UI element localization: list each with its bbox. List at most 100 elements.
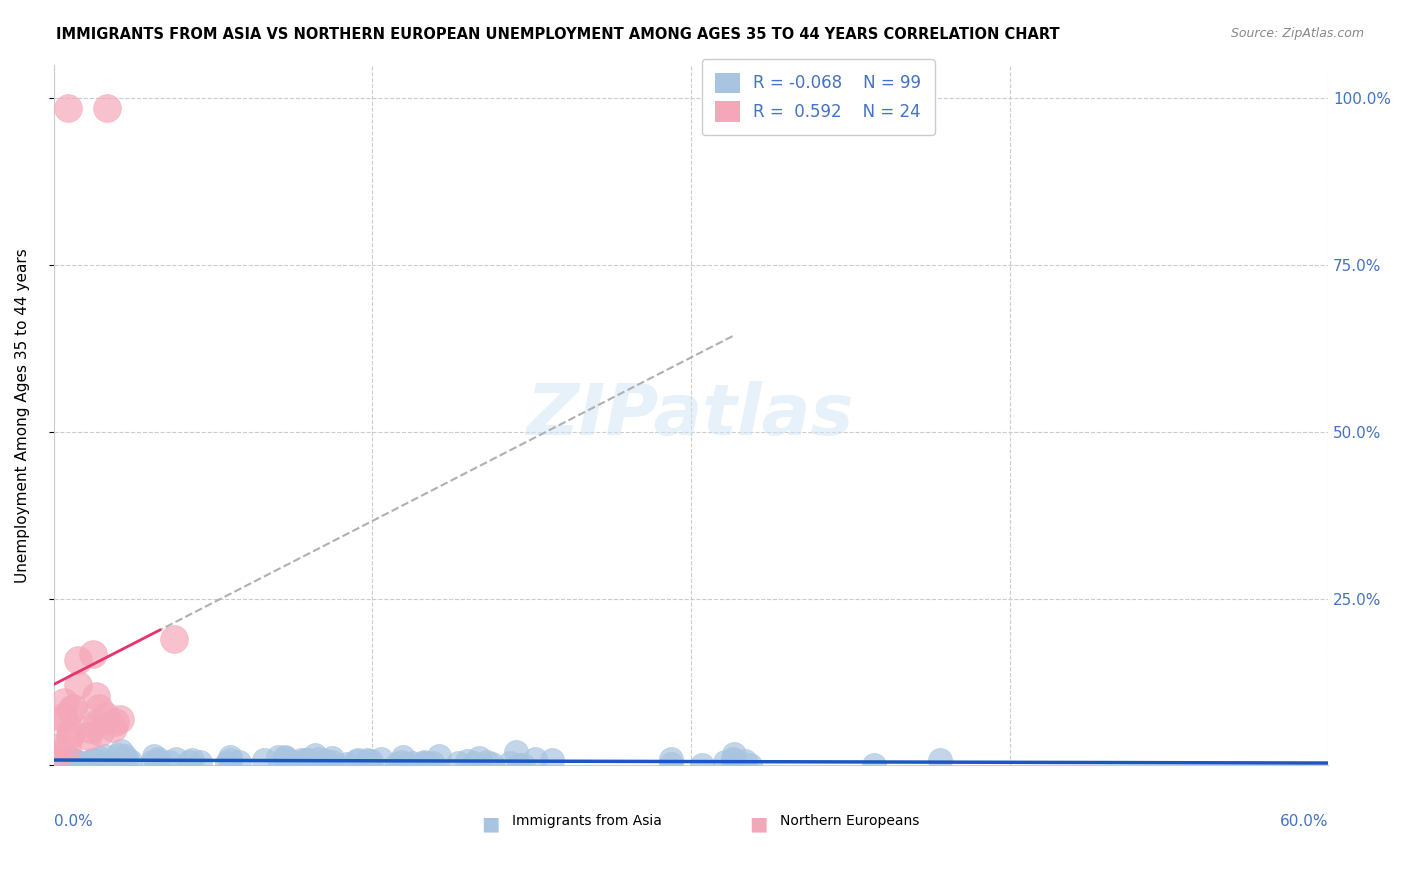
Point [481, 756, 503, 771]
Point [412, 755, 434, 769]
Point [512, 757, 534, 772]
Point [118, 754, 141, 768]
Point [101, 721, 124, 735]
Point [65, 754, 87, 768]
Point [94, 708, 117, 723]
Point [217, 756, 239, 770]
Point [141, 755, 163, 769]
Point [429, 749, 451, 764]
Point [110, 744, 132, 758]
Point [721, 752, 744, 766]
Point [65, 754, 87, 768]
Point [67, 653, 90, 667]
Point [541, 753, 564, 767]
Point [499, 756, 522, 771]
Point [107, 747, 129, 762]
Point [274, 755, 297, 769]
Point [219, 750, 242, 764]
Point [80, 753, 103, 767]
Point [51, 710, 73, 724]
Point [321, 751, 343, 765]
Point [422, 756, 444, 770]
Point [321, 755, 343, 769]
Point [297, 756, 319, 770]
Point [219, 753, 242, 767]
Point [145, 754, 167, 768]
Point [294, 753, 316, 767]
Point [389, 756, 412, 770]
Point [287, 756, 309, 770]
Point [336, 756, 359, 771]
Point [166, 751, 188, 765]
Text: IMMIGRANTS FROM ASIA VS NORTHERN EUROPEAN UNEMPLOYMENT AMONG AGES 35 TO 44 YEARS: IMMIGRANTS FROM ASIA VS NORTHERN EUROPEA… [56, 27, 1060, 42]
Point [273, 750, 295, 764]
Point [281, 755, 304, 769]
Text: ■: ■ [749, 814, 768, 833]
Point [344, 754, 367, 768]
Point [110, 712, 132, 726]
Point [295, 753, 318, 767]
Point [360, 754, 382, 768]
Point [148, 752, 170, 766]
Point [114, 748, 136, 763]
Point [304, 747, 326, 762]
Point [53, 714, 76, 728]
Point [86, 689, 108, 703]
Point [290, 753, 312, 767]
Point [79, 722, 101, 736]
Point [188, 755, 211, 769]
Point [44, 751, 66, 765]
Point [87, 754, 110, 768]
Point [463, 756, 485, 771]
Point [863, 758, 886, 772]
Point [274, 749, 297, 764]
Point [77, 729, 100, 743]
Point [60, 752, 83, 766]
Text: 0.0%: 0.0% [53, 814, 93, 830]
Point [456, 754, 478, 768]
Point [111, 755, 134, 769]
Point [297, 756, 319, 770]
Point [58, 101, 80, 115]
Point [314, 754, 336, 768]
Point [714, 756, 737, 770]
Point [294, 754, 316, 768]
Point [734, 754, 756, 768]
Point [740, 758, 762, 772]
Point [228, 755, 250, 769]
Point [46, 740, 69, 755]
Text: 60.0%: 60.0% [1279, 814, 1329, 830]
Point [475, 755, 498, 769]
Point [267, 750, 290, 764]
Point [357, 755, 380, 769]
Point [79, 755, 101, 769]
Point [56, 740, 79, 755]
Point [356, 753, 378, 767]
Point [311, 756, 333, 770]
Point [60, 702, 83, 716]
Point [82, 648, 104, 662]
Point [413, 756, 436, 771]
Point [104, 714, 127, 729]
Point [62, 701, 84, 715]
Point [112, 755, 135, 769]
Text: Immigrants from Asia: Immigrants from Asia [512, 814, 662, 829]
Point [295, 753, 318, 767]
Point [142, 748, 165, 763]
Point [418, 756, 440, 771]
Point [659, 752, 682, 766]
Point [391, 749, 413, 764]
Point [276, 754, 298, 768]
Point [312, 756, 335, 771]
Point [385, 756, 408, 771]
Point [253, 753, 276, 767]
Point [59, 725, 82, 739]
Point [82, 754, 104, 768]
Point [89, 725, 111, 739]
Point [115, 753, 138, 767]
Point [89, 700, 111, 714]
Point [347, 753, 370, 767]
Point [67, 678, 90, 692]
Point [181, 753, 204, 767]
Point [96, 101, 118, 115]
